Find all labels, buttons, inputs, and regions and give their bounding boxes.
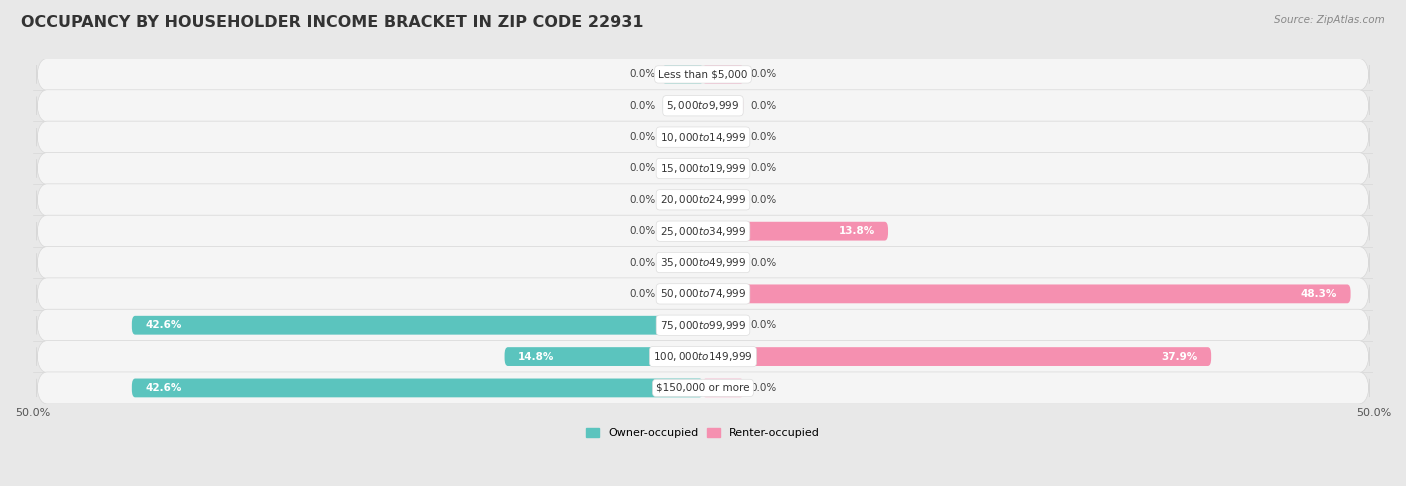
- FancyBboxPatch shape: [662, 222, 703, 241]
- FancyBboxPatch shape: [662, 191, 703, 209]
- FancyBboxPatch shape: [505, 347, 703, 366]
- FancyBboxPatch shape: [662, 96, 703, 115]
- Text: $10,000 to $14,999: $10,000 to $14,999: [659, 131, 747, 144]
- Text: Less than $5,000: Less than $5,000: [658, 69, 748, 79]
- Text: 0.0%: 0.0%: [630, 226, 657, 236]
- FancyBboxPatch shape: [662, 253, 703, 272]
- FancyBboxPatch shape: [37, 58, 1369, 90]
- FancyBboxPatch shape: [37, 90, 1369, 122]
- Text: 42.6%: 42.6%: [145, 320, 181, 330]
- FancyBboxPatch shape: [703, 253, 744, 272]
- Text: $35,000 to $49,999: $35,000 to $49,999: [659, 256, 747, 269]
- FancyBboxPatch shape: [703, 347, 1211, 366]
- Text: 14.8%: 14.8%: [517, 351, 554, 362]
- Text: 0.0%: 0.0%: [749, 258, 776, 267]
- Text: 0.0%: 0.0%: [630, 132, 657, 142]
- Text: 0.0%: 0.0%: [749, 132, 776, 142]
- Text: $25,000 to $34,999: $25,000 to $34,999: [659, 225, 747, 238]
- FancyBboxPatch shape: [37, 215, 1369, 247]
- Text: 0.0%: 0.0%: [630, 101, 657, 111]
- Text: $150,000 or more: $150,000 or more: [657, 383, 749, 393]
- Text: $5,000 to $9,999: $5,000 to $9,999: [666, 99, 740, 112]
- Legend: Owner-occupied, Renter-occupied: Owner-occupied, Renter-occupied: [581, 424, 825, 443]
- Text: 0.0%: 0.0%: [630, 258, 657, 267]
- FancyBboxPatch shape: [37, 309, 1369, 341]
- FancyBboxPatch shape: [37, 278, 1369, 310]
- Text: 13.8%: 13.8%: [838, 226, 875, 236]
- FancyBboxPatch shape: [703, 316, 744, 335]
- FancyBboxPatch shape: [703, 379, 744, 398]
- FancyBboxPatch shape: [703, 222, 889, 241]
- Text: 0.0%: 0.0%: [749, 383, 776, 393]
- Text: 0.0%: 0.0%: [630, 163, 657, 174]
- Text: 0.0%: 0.0%: [630, 289, 657, 299]
- Text: 0.0%: 0.0%: [749, 163, 776, 174]
- Text: $20,000 to $24,999: $20,000 to $24,999: [659, 193, 747, 207]
- FancyBboxPatch shape: [662, 65, 703, 84]
- FancyBboxPatch shape: [662, 159, 703, 178]
- Text: 0.0%: 0.0%: [749, 101, 776, 111]
- FancyBboxPatch shape: [703, 191, 744, 209]
- Text: 0.0%: 0.0%: [630, 195, 657, 205]
- FancyBboxPatch shape: [37, 153, 1369, 185]
- Text: $100,000 to $149,999: $100,000 to $149,999: [654, 350, 752, 363]
- Text: 0.0%: 0.0%: [749, 195, 776, 205]
- FancyBboxPatch shape: [37, 372, 1369, 404]
- Text: 0.0%: 0.0%: [749, 69, 776, 79]
- FancyBboxPatch shape: [703, 96, 744, 115]
- Text: 0.0%: 0.0%: [630, 69, 657, 79]
- Text: 37.9%: 37.9%: [1161, 351, 1198, 362]
- FancyBboxPatch shape: [132, 379, 703, 398]
- FancyBboxPatch shape: [37, 246, 1369, 278]
- FancyBboxPatch shape: [662, 284, 703, 303]
- Text: Source: ZipAtlas.com: Source: ZipAtlas.com: [1274, 15, 1385, 25]
- FancyBboxPatch shape: [703, 284, 1351, 303]
- Text: 0.0%: 0.0%: [749, 320, 776, 330]
- FancyBboxPatch shape: [703, 65, 744, 84]
- FancyBboxPatch shape: [37, 184, 1369, 216]
- FancyBboxPatch shape: [132, 316, 703, 335]
- FancyBboxPatch shape: [662, 128, 703, 146]
- FancyBboxPatch shape: [703, 128, 744, 146]
- Text: $15,000 to $19,999: $15,000 to $19,999: [659, 162, 747, 175]
- FancyBboxPatch shape: [37, 121, 1369, 153]
- Text: 42.6%: 42.6%: [145, 383, 181, 393]
- FancyBboxPatch shape: [37, 341, 1369, 373]
- Text: 48.3%: 48.3%: [1301, 289, 1337, 299]
- FancyBboxPatch shape: [703, 159, 744, 178]
- Text: OCCUPANCY BY HOUSEHOLDER INCOME BRACKET IN ZIP CODE 22931: OCCUPANCY BY HOUSEHOLDER INCOME BRACKET …: [21, 15, 644, 30]
- Text: $75,000 to $99,999: $75,000 to $99,999: [659, 319, 747, 332]
- Text: $50,000 to $74,999: $50,000 to $74,999: [659, 287, 747, 300]
